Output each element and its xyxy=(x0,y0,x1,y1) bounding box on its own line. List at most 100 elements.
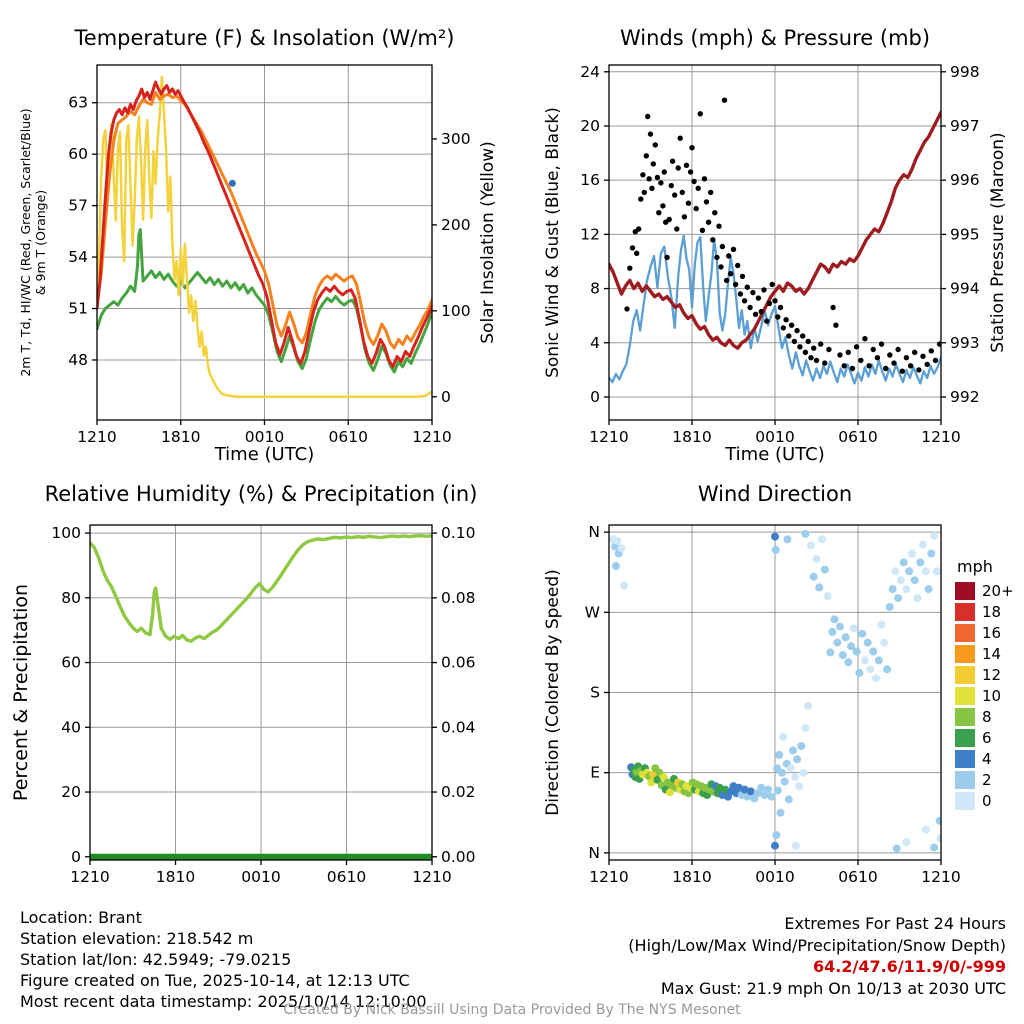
svg-text:Wind Direction: Wind Direction xyxy=(698,482,852,506)
svg-text:N: N xyxy=(588,844,600,862)
svg-text:0010: 0010 xyxy=(241,868,280,886)
svg-text:0.00: 0.00 xyxy=(441,848,476,866)
svg-text:0610: 0610 xyxy=(838,428,877,446)
svg-text:0.04: 0.04 xyxy=(441,718,476,736)
svg-text:1210: 1210 xyxy=(412,428,451,446)
svg-text:10: 10 xyxy=(982,687,1001,705)
svg-text:0010: 0010 xyxy=(245,428,284,446)
svg-text:63: 63 xyxy=(68,94,88,112)
svg-text:Temperature (F) & Insolation (: Temperature (F) & Insolation (W/m²) xyxy=(74,26,455,50)
winds_pressure-chart: 1210 1810 0010 0610 1210 0 4 8 12 16 20 24 992 993 994… xyxy=(543,26,1008,465)
svg-text:0.02: 0.02 xyxy=(441,783,476,801)
svg-text:994: 994 xyxy=(950,280,980,298)
svg-text:0: 0 xyxy=(982,792,992,810)
extremes-values: 64.2/47.6/11.9/0/-999 xyxy=(813,957,1006,976)
svg-text:100: 100 xyxy=(51,524,81,542)
svg-text:Time (UTC): Time (UTC) xyxy=(724,444,825,465)
temperature_insolation-chart: 1210 1810 0010 0610 1210 48 51 54 57 60 63 0 100 200 3… xyxy=(18,26,498,465)
svg-text:57: 57 xyxy=(68,197,88,215)
svg-text:0610: 0610 xyxy=(327,868,366,886)
svg-text:0610: 0610 xyxy=(838,868,877,886)
svg-text:12: 12 xyxy=(580,225,600,243)
svg-text:12: 12 xyxy=(982,666,1001,684)
max-gust: Max Gust: 21.9 mph On 10/13 at 2030 UTC xyxy=(660,978,1006,998)
humidity-precipitation-panel: 1210 1810 0010 0610 1210 0 20 40 60 80 100 0.00 0.02… xyxy=(0,470,512,900)
svg-text:0610: 0610 xyxy=(329,428,368,446)
svg-text:W: W xyxy=(585,603,600,621)
svg-text:Time (UTC): Time (UTC) xyxy=(214,444,315,465)
station-info: Location: Brant Station elevation: 218.5… xyxy=(20,907,427,1012)
svg-text:S: S xyxy=(590,684,600,702)
svg-text:54: 54 xyxy=(68,248,88,266)
svg-text:8: 8 xyxy=(590,280,600,298)
station-latlon: Station lat/lon: 42.5949; -79.0215 xyxy=(20,950,292,969)
svg-text:Sonic Wind & Gust (Blue, Black: Sonic Wind & Gust (Blue, Black) xyxy=(543,107,563,378)
svg-text:995: 995 xyxy=(950,225,980,243)
svg-text:1810: 1810 xyxy=(672,868,711,886)
svg-text:1210: 1210 xyxy=(589,428,628,446)
svg-text:0.08: 0.08 xyxy=(441,589,476,607)
svg-text:16: 16 xyxy=(982,624,1001,642)
svg-text:E: E xyxy=(590,764,600,782)
humidity_precipitation-chart: 1210 1810 0010 0610 1210 0 20 40 60 80 100 0.00 0.02… xyxy=(10,482,478,886)
svg-text:N: N xyxy=(588,523,600,541)
station-elevation: Station elevation: 218.542 m xyxy=(20,929,254,948)
svg-text:300: 300 xyxy=(441,130,471,148)
svg-text:992: 992 xyxy=(950,388,980,406)
extremes-title: Extremes For Past 24 Hours xyxy=(784,914,1006,933)
svg-text:4: 4 xyxy=(982,750,992,768)
svg-text:60: 60 xyxy=(68,145,88,163)
svg-text:1210: 1210 xyxy=(921,868,960,886)
svg-text:Relative Humidity (%) & Precip: Relative Humidity (%) & Precipitation (i… xyxy=(45,482,478,506)
svg-text:100: 100 xyxy=(441,302,471,320)
svg-text:6: 6 xyxy=(982,729,992,747)
extremes-block: Extremes For Past 24 Hours (High/Low/Max… xyxy=(628,913,1006,999)
svg-text:2m T, Td, HI/WC (Red, Green, S: 2m T, Td, HI/WC (Red, Green, Scarlet/Blu… xyxy=(18,108,33,376)
svg-text:40: 40 xyxy=(61,718,81,736)
svg-text:0.10: 0.10 xyxy=(441,524,476,542)
svg-text:mph: mph xyxy=(957,557,993,576)
svg-text:1210: 1210 xyxy=(589,868,628,886)
svg-text:18: 18 xyxy=(982,603,1001,621)
figure-created: Figure created on Tue, 2025-10-14, at 12… xyxy=(20,971,410,990)
svg-text:998: 998 xyxy=(950,63,980,81)
svg-text:Solar Insolation (Yellow): Solar Insolation (Yellow) xyxy=(478,141,498,343)
recent-timestamp: Most recent data timestamp: 2025/10/14 1… xyxy=(20,992,427,1011)
winds-pressure-panel: 1210 1810 0010 0610 1210 0 4 8 12 16 20 24 992 993 994… xyxy=(512,0,1024,470)
svg-text:80: 80 xyxy=(61,589,81,607)
svg-text:0.06: 0.06 xyxy=(441,654,476,672)
svg-text:60: 60 xyxy=(61,654,81,672)
svg-text:997: 997 xyxy=(950,117,980,135)
svg-text:1210: 1210 xyxy=(412,868,451,886)
svg-text:996: 996 xyxy=(950,171,980,189)
svg-text:2: 2 xyxy=(982,771,992,789)
svg-text:1810: 1810 xyxy=(161,428,200,446)
svg-text:20: 20 xyxy=(61,783,81,801)
temperature-insolation-panel: 1210 1810 0010 0610 1210 48 51 54 57 60 63 0 100 200 3… xyxy=(0,0,512,470)
credit-line: Created By Nick Bassill Using Data Provi… xyxy=(283,1002,741,1018)
svg-text:1810: 1810 xyxy=(672,428,711,446)
svg-text:20+: 20+ xyxy=(982,582,1014,600)
svg-text:20: 20 xyxy=(580,117,600,135)
svg-text:Winds (mph) & Pressure (mb): Winds (mph) & Pressure (mb) xyxy=(620,26,930,50)
svg-text:0010: 0010 xyxy=(755,428,794,446)
footer: Location: Brant Station elevation: 218.5… xyxy=(0,900,1024,1024)
extremes-subtitle: (High/Low/Max Wind/Precipitation/Snow De… xyxy=(628,935,1006,955)
svg-text:8: 8 xyxy=(982,708,992,726)
svg-text:0: 0 xyxy=(71,848,81,866)
svg-text:Station Pressure (Maroon): Station Pressure (Maroon) xyxy=(988,132,1008,352)
svg-text:0: 0 xyxy=(441,388,451,406)
svg-text:1810: 1810 xyxy=(156,868,195,886)
svg-text:4: 4 xyxy=(590,334,600,352)
svg-text:51: 51 xyxy=(68,300,88,318)
svg-text:& 9m T (Orange): & 9m T (Orange) xyxy=(33,190,48,295)
svg-text:24: 24 xyxy=(580,63,600,81)
svg-text:1210: 1210 xyxy=(70,868,109,886)
svg-text:993: 993 xyxy=(950,334,980,352)
svg-text:14: 14 xyxy=(982,645,1001,663)
svg-text:0: 0 xyxy=(590,388,600,406)
svg-text:0010: 0010 xyxy=(755,868,794,886)
svg-text:1210: 1210 xyxy=(77,428,116,446)
